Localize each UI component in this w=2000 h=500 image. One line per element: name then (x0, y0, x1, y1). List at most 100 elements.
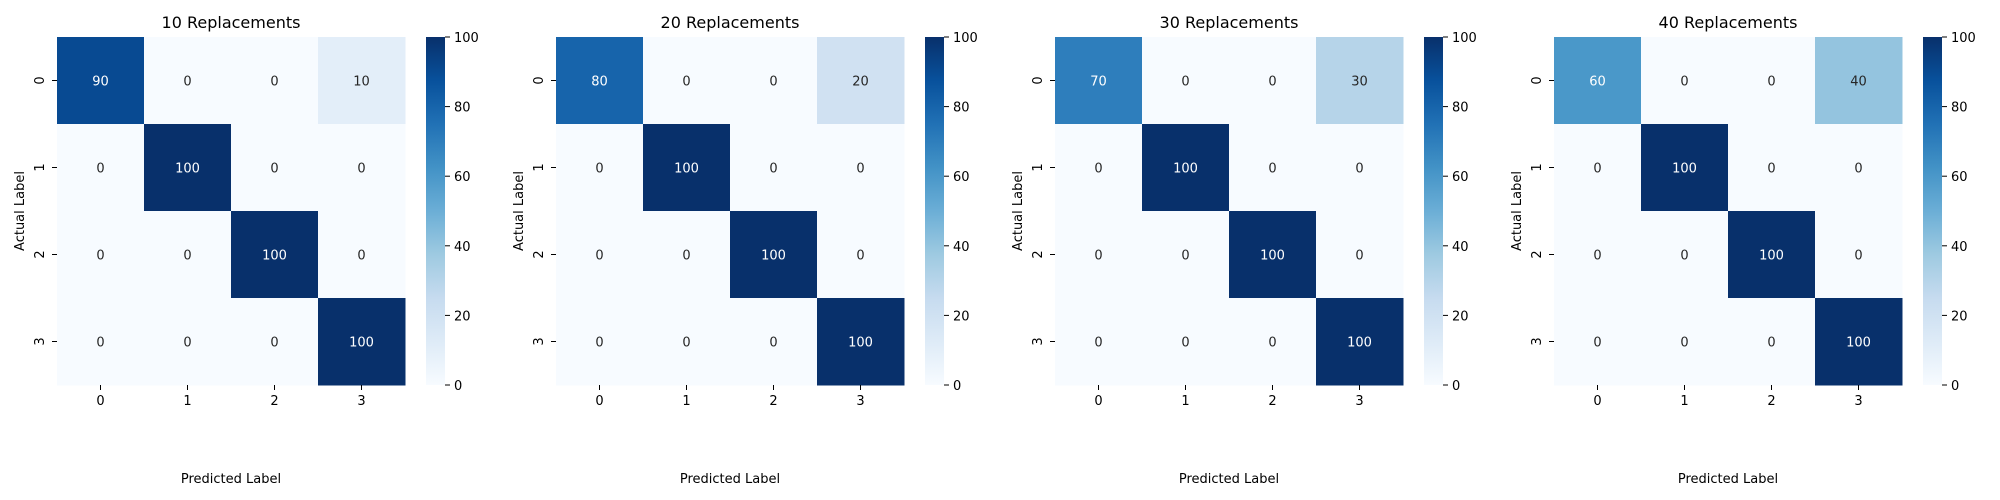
y-tick-label: 2 (33, 250, 48, 258)
cell-value-label: 0 (357, 249, 365, 264)
cell-value-label: 0 (1094, 336, 1102, 351)
heatmap-cell (231, 37, 319, 125)
cell-value-label: 0 (682, 336, 690, 351)
heatmap-cell (1641, 124, 1729, 212)
heatmap-cell (1316, 298, 1404, 386)
heatmap-cell (1728, 124, 1816, 212)
colorbar-tick-label: 60 (1452, 170, 1469, 185)
heatmap-cell (817, 37, 905, 125)
y-tick-label: 1 (1530, 163, 1545, 171)
heatmap-cell (57, 37, 145, 125)
heatmap-cell (57, 124, 145, 212)
cell-value-label: 60 (1589, 75, 1606, 90)
colorbar-tick-label: 0 (953, 379, 961, 394)
heatmap-cell (1554, 37, 1642, 125)
y-tick-label: 1 (532, 163, 547, 171)
cell-value-label: 0 (1268, 162, 1276, 177)
colorbar-tick-label: 80 (1452, 101, 1469, 116)
x-tick-label: 1 (682, 394, 690, 409)
heatmap-cell (1229, 37, 1317, 125)
cell-value-label: 0 (183, 75, 191, 90)
heatmap-cell (1055, 211, 1143, 299)
cell-value-label: 10 (353, 75, 370, 90)
heatmap-cell (1641, 298, 1729, 386)
cell-value-label: 0 (1854, 162, 1862, 177)
x-axis-label: Predicted Label (181, 472, 281, 487)
cell-value-label: 0 (1181, 75, 1189, 90)
colorbar (1424, 37, 1443, 385)
cell-value-label: 0 (769, 75, 777, 90)
x-tick-label: 1 (183, 394, 191, 409)
heatmap-cell (1142, 298, 1230, 386)
heatmap-cell (817, 298, 905, 386)
cell-value-label: 0 (595, 336, 603, 351)
cell-value-label: 0 (682, 75, 690, 90)
heatmap-cell (1229, 298, 1317, 386)
colorbar (1923, 37, 1942, 385)
heatmap-cell (643, 298, 731, 386)
y-tick-label: 0 (33, 76, 48, 84)
colorbar-tick-label: 80 (454, 101, 471, 116)
colorbar-tick-label: 0 (1951, 379, 1959, 394)
cell-value-label: 100 (848, 336, 873, 351)
x-tick-label: 3 (856, 394, 864, 409)
y-tick-label: 1 (33, 163, 48, 171)
cell-value-label: 100 (674, 162, 699, 177)
y-tick-label: 2 (1031, 250, 1046, 258)
cell-value-label: 100 (1173, 162, 1198, 177)
heatmap-cell (730, 211, 818, 299)
cell-value-label: 0 (682, 249, 690, 264)
cell-value-label: 0 (595, 249, 603, 264)
heatmap-cell (1815, 124, 1903, 212)
cell-value-label: 0 (183, 336, 191, 351)
colorbar-tick-label: 60 (454, 170, 471, 185)
cell-value-label: 0 (1181, 336, 1189, 351)
cell-value-label: 0 (595, 162, 603, 177)
cell-value-label: 0 (183, 249, 191, 264)
heatmap-cell (730, 37, 818, 125)
heatmap-cell (1728, 37, 1816, 125)
heatmap-cell (1316, 37, 1404, 125)
cell-value-label: 0 (769, 162, 777, 177)
heatmap-cell (144, 124, 232, 212)
colorbar-tick-label: 80 (1951, 101, 1968, 116)
cell-value-label: 100 (349, 336, 374, 351)
y-axis-label: Actual Label (1011, 171, 1026, 251)
x-axis-label: Predicted Label (1179, 472, 1279, 487)
x-tick-label: 3 (1355, 394, 1363, 409)
cell-value-label: 0 (856, 162, 864, 177)
cell-value-label: 0 (1268, 75, 1276, 90)
heatmap-cell (1815, 37, 1903, 125)
heatmap-cell (57, 211, 145, 299)
colorbar-tick-label: 80 (953, 101, 970, 116)
heatmap-cell (1055, 37, 1143, 125)
cell-value-label: 0 (1767, 75, 1775, 90)
cell-value-label: 100 (1260, 249, 1285, 264)
y-tick-label: 0 (1530, 76, 1545, 84)
colorbar-tick-label: 20 (953, 309, 970, 324)
panel-title: 30 Replacements (1160, 13, 1299, 32)
cell-value-label: 100 (761, 249, 786, 264)
heatmap-cell (1641, 211, 1729, 299)
cell-value-label: 0 (1593, 162, 1601, 177)
heatmap-cell (231, 211, 319, 299)
heatmap-cell (318, 298, 406, 386)
x-tick-label: 2 (270, 394, 278, 409)
cell-value-label: 0 (96, 162, 104, 177)
cell-value-label: 0 (1094, 162, 1102, 177)
heatmap-cell (1641, 37, 1729, 125)
colorbar-tick-label: 0 (454, 379, 462, 394)
y-tick-label: 2 (1530, 250, 1545, 258)
heatmap-cell (1055, 124, 1143, 212)
colorbar-tick-label: 40 (953, 240, 970, 255)
heatmap-cell (643, 37, 731, 125)
cell-value-label: 0 (1268, 336, 1276, 351)
colorbar-tick-label: 40 (454, 240, 471, 255)
panel-title: 20 Replacements (661, 13, 800, 32)
x-tick-label: 1 (1181, 394, 1189, 409)
heatmap-panel-4: 60 0 0 40 0 100 0 0 0 0 100 0 0 0 0 100 0 1 2 3 0 1 2 3 40 Repla… (1510, 13, 1976, 487)
heatmap-cell (1554, 211, 1642, 299)
x-tick-label: 3 (357, 394, 365, 409)
